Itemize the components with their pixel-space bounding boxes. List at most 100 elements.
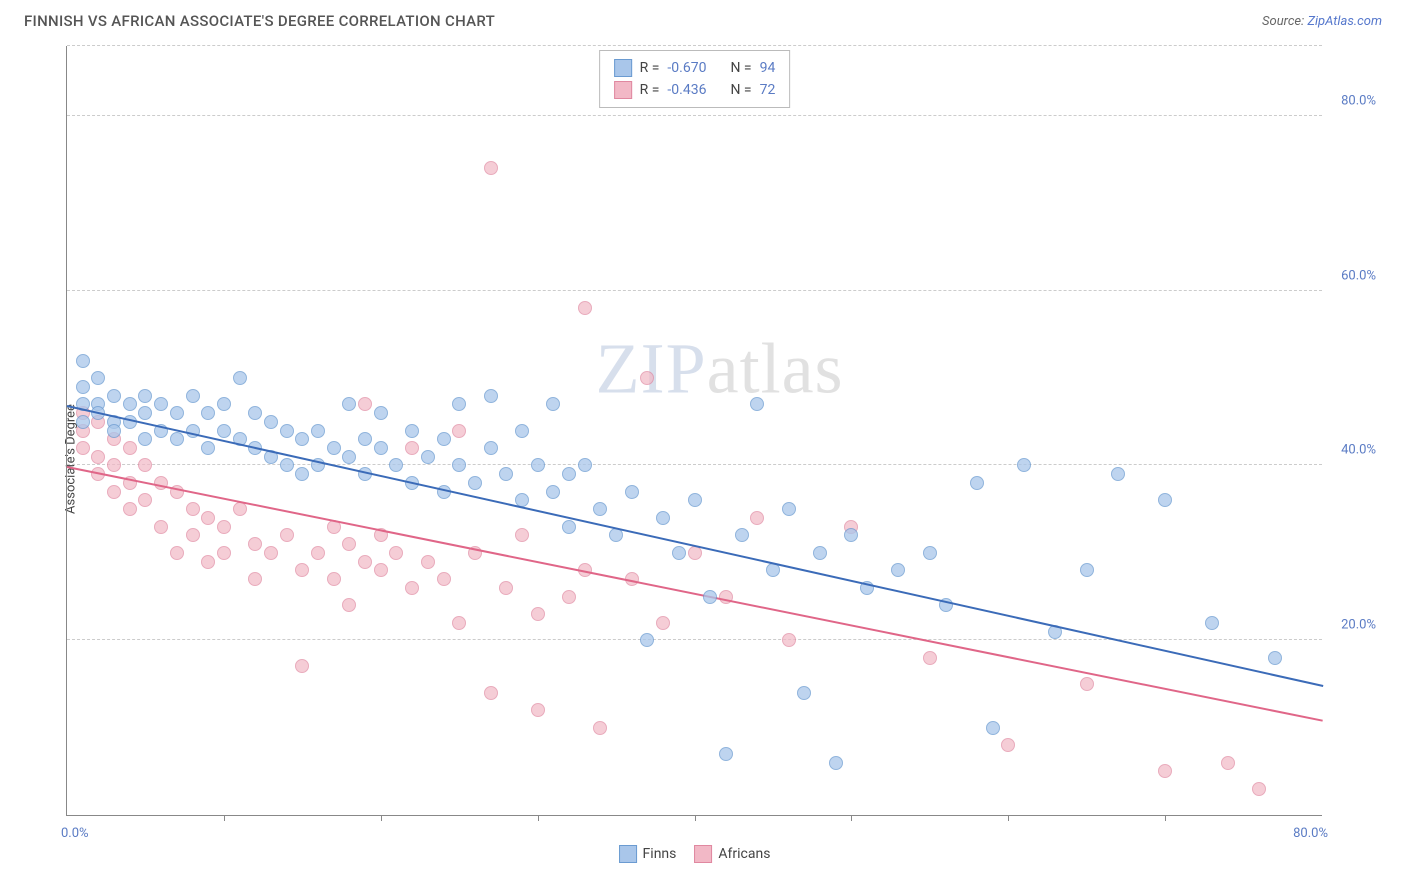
scatter-point-finns (1205, 616, 1219, 630)
scatter-point-africans (515, 528, 529, 542)
scatter-point-finns (531, 458, 545, 472)
scatter-point-africans (358, 555, 372, 569)
scatter-point-finns (562, 467, 576, 481)
scatter-point-finns (797, 686, 811, 700)
scatter-point-finns (672, 546, 686, 560)
scatter-point-africans (1221, 756, 1235, 770)
scatter-point-finns (688, 493, 702, 507)
scatter-point-africans (170, 546, 184, 560)
legend-label-africans: Africans (718, 846, 770, 862)
scatter-point-finns (923, 546, 937, 560)
scatter-point-africans (437, 572, 451, 586)
scatter-point-finns (1111, 467, 1125, 481)
x-tick (224, 815, 225, 821)
scatter-point-finns (640, 633, 654, 647)
scatter-point-africans (1080, 677, 1094, 691)
scatter-point-finns (264, 415, 278, 429)
gridline (67, 464, 1322, 465)
source-prefix: Source: (1262, 14, 1307, 29)
scatter-point-finns (91, 371, 105, 385)
scatter-point-africans (578, 301, 592, 315)
legend-row-finns: R = -0.670 N = 94 (614, 57, 776, 79)
scatter-point-africans (374, 563, 388, 577)
r-label-africans: R = (640, 82, 660, 98)
scatter-point-finns (233, 371, 247, 385)
legend-label-finns: Finns (643, 846, 677, 862)
scatter-point-finns (138, 389, 152, 403)
x-tick (851, 815, 852, 821)
scatter-point-africans (562, 590, 576, 604)
scatter-point-africans (217, 546, 231, 560)
x-tick (381, 815, 382, 821)
scatter-point-africans (280, 528, 294, 542)
scatter-point-africans (389, 546, 403, 560)
scatter-point-finns (625, 485, 639, 499)
scatter-point-africans (531, 703, 545, 717)
series-legend: Finns Africans (619, 845, 771, 863)
scatter-point-finns (1017, 458, 1031, 472)
scatter-point-africans (452, 616, 466, 630)
scatter-point-finns (107, 389, 121, 403)
scatter-point-finns (374, 406, 388, 420)
chart-title: FINNISH VS AFRICAN ASSOCIATE'S DEGREE CO… (24, 12, 495, 30)
scatter-point-finns (76, 354, 90, 368)
r-label-finns: R = (640, 60, 660, 76)
legend-item-africans: Africans (694, 845, 770, 863)
scatter-point-africans (138, 493, 152, 507)
scatter-point-finns (138, 406, 152, 420)
scatter-point-finns (154, 397, 168, 411)
swatch-africans-icon (694, 845, 712, 863)
y-tick-label: 80.0% (1341, 93, 1376, 108)
scatter-point-finns (1158, 493, 1172, 507)
n-label-africans: N = (730, 82, 751, 98)
chart-header: FINNISH VS AFRICAN ASSOCIATE'S DEGREE CO… (0, 0, 1406, 38)
scatter-point-finns (311, 424, 325, 438)
scatter-point-africans (138, 458, 152, 472)
scatter-point-finns (970, 476, 984, 490)
scatter-point-finns (452, 458, 466, 472)
scatter-point-africans (484, 686, 498, 700)
scatter-point-finns (107, 424, 121, 438)
x-tick (1165, 815, 1166, 821)
scatter-point-africans (217, 520, 231, 534)
scatter-point-africans (201, 555, 215, 569)
swatch-finns (614, 59, 632, 77)
scatter-point-africans (123, 502, 137, 516)
x-tick (1008, 815, 1009, 821)
source-link[interactable]: ZipAtlas.com (1307, 14, 1382, 29)
scatter-point-finns (138, 432, 152, 446)
watermark-zip: ZIP (596, 328, 707, 408)
scatter-point-africans (154, 520, 168, 534)
scatter-point-africans (358, 397, 372, 411)
n-label-finns: N = (730, 60, 751, 76)
scatter-point-africans (342, 598, 356, 612)
plot-area: ZIPatlas R = -0.670 N = 94 R = -0.436 N … (66, 46, 1322, 816)
scatter-point-africans (295, 659, 309, 673)
scatter-point-africans (91, 450, 105, 464)
n-value-africans: 72 (760, 82, 776, 98)
scatter-point-africans (186, 502, 200, 516)
scatter-point-africans (107, 458, 121, 472)
scatter-point-finns (201, 406, 215, 420)
scatter-point-finns (327, 441, 341, 455)
scatter-point-finns (374, 441, 388, 455)
swatch-finns-icon (619, 845, 637, 863)
watermark-atlas: atlas (707, 328, 844, 408)
legend-row-africans: R = -0.436 N = 72 (614, 79, 776, 101)
scatter-point-finns (389, 458, 403, 472)
scatter-point-finns (499, 467, 513, 481)
scatter-point-finns (735, 528, 749, 542)
scatter-point-finns (546, 485, 560, 499)
scatter-point-finns (782, 502, 796, 516)
scatter-point-finns (813, 546, 827, 560)
scatter-point-finns (186, 389, 200, 403)
scatter-point-africans (327, 572, 341, 586)
scatter-point-africans (499, 581, 513, 595)
r-value-finns: -0.670 (667, 60, 706, 76)
scatter-point-africans (264, 546, 278, 560)
scatter-point-finns (452, 397, 466, 411)
scatter-point-africans (1001, 738, 1015, 752)
scatter-point-finns (123, 397, 137, 411)
scatter-point-finns (342, 397, 356, 411)
scatter-point-finns (578, 458, 592, 472)
